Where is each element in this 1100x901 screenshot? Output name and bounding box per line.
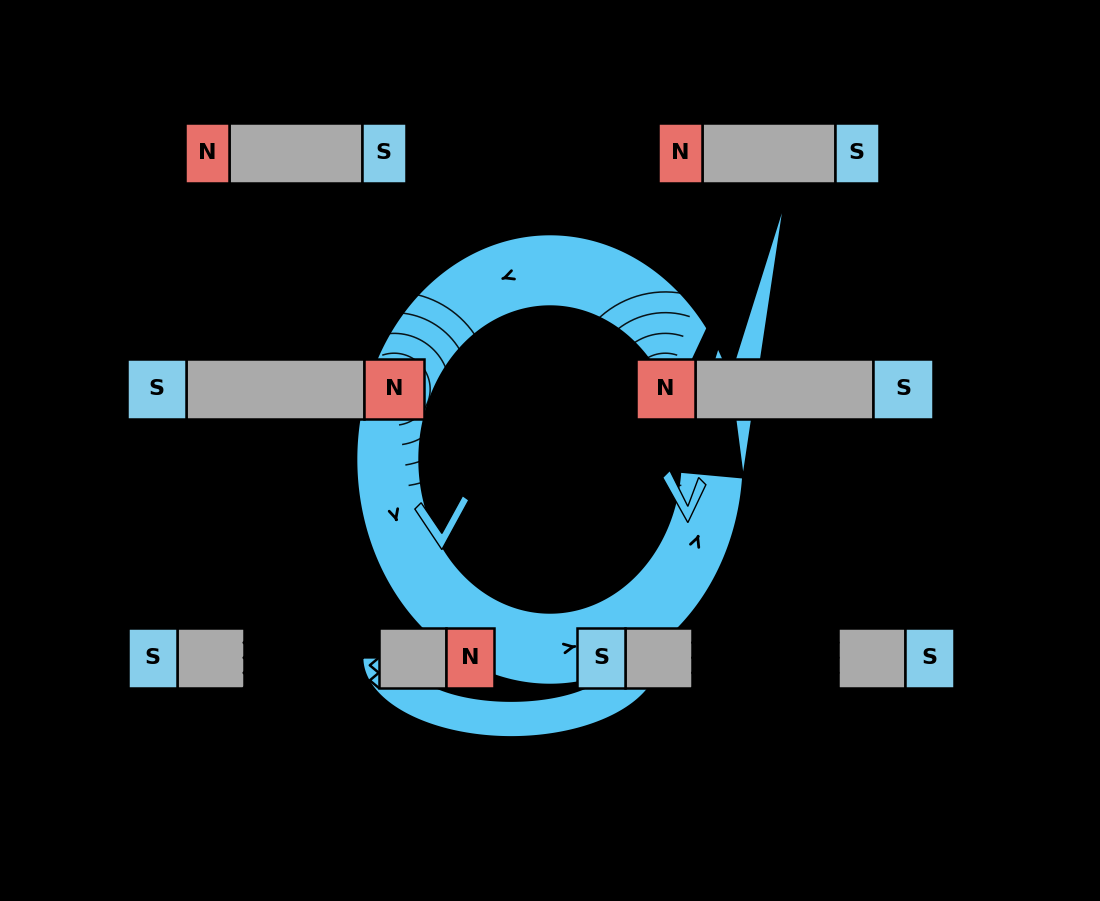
Text: S: S (593, 648, 609, 668)
Text: S: S (849, 143, 865, 163)
Polygon shape (363, 658, 660, 737)
FancyBboxPatch shape (702, 123, 835, 184)
Text: N: N (671, 143, 690, 163)
FancyBboxPatch shape (873, 359, 933, 420)
Text: N: N (385, 379, 404, 399)
Text: N: N (198, 143, 217, 163)
FancyBboxPatch shape (126, 359, 186, 420)
Text: N: N (461, 648, 480, 668)
Text: S: S (376, 143, 392, 163)
Polygon shape (356, 234, 744, 685)
Polygon shape (671, 210, 761, 472)
FancyBboxPatch shape (364, 359, 424, 420)
FancyBboxPatch shape (835, 123, 879, 184)
Polygon shape (415, 496, 469, 550)
FancyBboxPatch shape (446, 627, 494, 688)
FancyBboxPatch shape (185, 123, 229, 184)
Text: S: S (895, 379, 911, 399)
Polygon shape (730, 203, 784, 478)
Text: N: N (656, 379, 674, 399)
FancyBboxPatch shape (186, 359, 364, 420)
FancyBboxPatch shape (905, 627, 954, 688)
FancyBboxPatch shape (626, 627, 692, 688)
FancyBboxPatch shape (362, 123, 406, 184)
Text: S: S (922, 648, 937, 668)
Text: S: S (148, 379, 164, 399)
Text: S: S (144, 648, 161, 668)
FancyBboxPatch shape (129, 627, 177, 688)
Polygon shape (662, 470, 706, 523)
FancyBboxPatch shape (578, 627, 626, 688)
FancyBboxPatch shape (177, 627, 244, 688)
FancyBboxPatch shape (378, 627, 446, 688)
FancyBboxPatch shape (229, 123, 362, 184)
FancyBboxPatch shape (838, 627, 905, 688)
FancyBboxPatch shape (636, 359, 695, 420)
FancyBboxPatch shape (658, 123, 702, 184)
FancyBboxPatch shape (695, 359, 873, 420)
